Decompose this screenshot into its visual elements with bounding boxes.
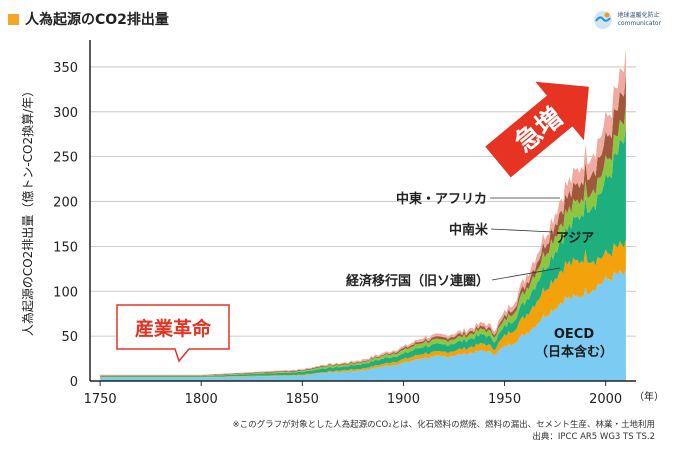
source-note: 出典：IPCC AR5 WG3 TS TS.2 bbox=[532, 432, 655, 442]
y-tick-label: 150 bbox=[53, 240, 78, 255]
area-series-oecd bbox=[100, 269, 626, 381]
leader-line bbox=[491, 267, 561, 281]
surge-arrow-shape bbox=[485, 81, 589, 178]
label-latin-america: 中南米 bbox=[449, 222, 489, 238]
x-tick-label: 1800 bbox=[185, 392, 218, 407]
x-tick-label: 2000 bbox=[589, 392, 622, 407]
x-axis-label: （年） bbox=[634, 390, 664, 403]
logo: 地球温暖化防止 communicator bbox=[592, 9, 661, 31]
footnote: ※このグラフが対象とした人為起源のCO₂とは、化石燃料の燃焼、燃料の漏出、セメン… bbox=[232, 420, 656, 430]
label-transition-economies: 経済移行国（旧ソ連圏） bbox=[346, 273, 489, 289]
label-oecd-sub: （日本含む） bbox=[535, 344, 613, 360]
stacked-areas bbox=[100, 47, 626, 381]
label-asia: アジア bbox=[556, 231, 594, 246]
y-axis-label: 人為起源のCO2排出量（億トン-CO2換算/年） bbox=[20, 85, 35, 336]
industrial-revolution-label: 産業革命 bbox=[135, 317, 212, 340]
logo-line1: 地球温暖化防止 bbox=[617, 12, 660, 19]
y-tick-label: 50 bbox=[61, 330, 78, 345]
title-square-icon bbox=[8, 13, 19, 25]
x-tick-label: 1950 bbox=[488, 392, 521, 407]
y-tick-label: 100 bbox=[53, 285, 78, 300]
axes bbox=[89, 40, 636, 386]
x-tick-label: 1900 bbox=[387, 392, 420, 407]
title-block: 人為起源のCO2排出量 bbox=[8, 9, 169, 29]
label-oecd: OECD bbox=[554, 327, 594, 342]
page-title: 人為起源のCO2排出量 bbox=[25, 12, 169, 28]
y-tick-label: 300 bbox=[53, 106, 78, 121]
logo-line2: communicator bbox=[617, 20, 661, 27]
x-tick-label: 1750 bbox=[84, 392, 117, 407]
y-tick-label: 200 bbox=[53, 196, 78, 211]
y-tick-label: 0 bbox=[70, 375, 78, 390]
globe-logo-icon bbox=[593, 11, 612, 29]
x-tick-label: 1850 bbox=[286, 392, 319, 407]
y-tick-label: 250 bbox=[53, 151, 78, 166]
tick-labels: 0 50 100 150 200 250 300 350 1750 1800 1850 1900 195… bbox=[20, 61, 664, 407]
y-tick-label: 350 bbox=[53, 61, 78, 76]
leader-line bbox=[490, 228, 554, 233]
label-mideast-africa: 中東・アフリカ bbox=[396, 191, 487, 207]
callout-box bbox=[116, 304, 230, 363]
